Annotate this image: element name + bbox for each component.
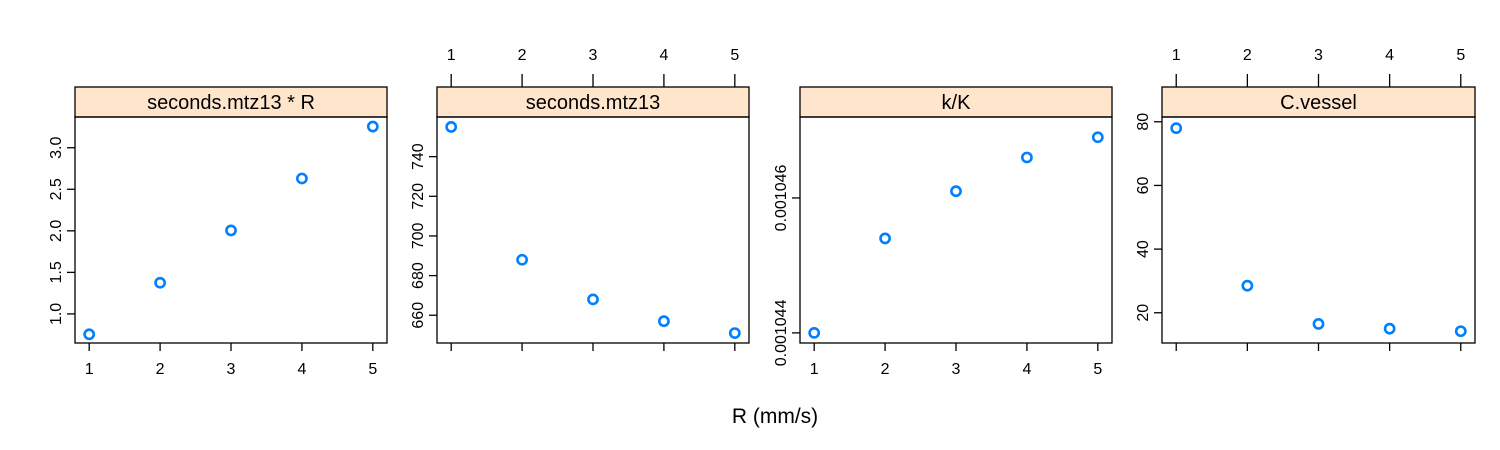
panel-2-x-tick-label: 3 bbox=[589, 47, 598, 64]
panel-2-x-tick-label: 5 bbox=[730, 47, 739, 64]
panel-1-x-tick-label: 4 bbox=[297, 361, 306, 378]
panel-4-y-tick-label: 80 bbox=[1135, 113, 1152, 131]
panel-2-y-tick-label: 740 bbox=[410, 143, 427, 170]
panel-3-data-point bbox=[879, 232, 891, 245]
panel-3-data-point bbox=[808, 326, 821, 339]
panel-3-frame bbox=[799, 116, 1113, 344]
panel-2-title: seconds.mtz13 bbox=[526, 92, 661, 114]
panel-2-y-tick-label: 660 bbox=[410, 302, 427, 329]
panel-3-data-point bbox=[950, 185, 962, 198]
panel-1-title: seconds.mtz13 * R bbox=[147, 92, 315, 114]
panel-1-y-tick-label: 2.0 bbox=[48, 220, 65, 242]
panel-3-data-point bbox=[1021, 151, 1033, 164]
panel-2-data-point bbox=[516, 253, 528, 266]
panel-3-x-tick-label: 2 bbox=[881, 361, 890, 378]
panel-2-y-tick-label: 700 bbox=[410, 223, 427, 250]
panel-1-data-point bbox=[296, 172, 308, 185]
panel-4-data-point bbox=[1170, 122, 1183, 135]
panel-3-x-tick-label: 4 bbox=[1022, 361, 1031, 378]
panel-4-x-tick-label: 4 bbox=[1385, 47, 1394, 64]
panel-1-strip bbox=[74, 86, 388, 118]
panel-2-y-tick-label: 720 bbox=[410, 183, 427, 210]
panel-1-x-tick-label: 3 bbox=[227, 361, 236, 378]
panel-1-y-tick-label: 1.0 bbox=[48, 303, 65, 325]
panel-4-x-tick-label: 2 bbox=[1243, 47, 1252, 64]
panel-2-data-point bbox=[445, 121, 458, 133]
panel-3-y-tick-label: 0.001046 bbox=[773, 164, 790, 231]
panel-1-x-tick-label: 1 bbox=[85, 361, 94, 378]
panel-4-data-point bbox=[1454, 325, 1467, 338]
panel-4-title: C.vessel bbox=[1280, 92, 1357, 114]
panel-2-data-point bbox=[587, 293, 599, 306]
panel-3-x-tick-label: 5 bbox=[1093, 361, 1102, 378]
x-axis-label: R (mm/s) bbox=[732, 405, 818, 428]
panel-1-data-point bbox=[366, 120, 379, 133]
panel-3-data-point bbox=[1091, 131, 1104, 144]
panel-2-frame bbox=[436, 116, 750, 344]
panel-4-y-tick-label: 40 bbox=[1135, 240, 1152, 258]
panel-4-x-tick-label: 1 bbox=[1172, 47, 1181, 64]
panel-4-y-tick-label: 60 bbox=[1135, 176, 1152, 194]
panel-3-x-tick-label: 1 bbox=[810, 361, 819, 378]
panel-2-x-tick-label: 2 bbox=[518, 47, 527, 64]
panel-3-title: k/K bbox=[942, 92, 972, 114]
panel-4-y-tick-label: 20 bbox=[1135, 304, 1152, 322]
panel-1-frame bbox=[74, 116, 388, 344]
panel-3-x-tick-label: 3 bbox=[952, 361, 961, 378]
panel-1-x-tick-label: 2 bbox=[156, 361, 165, 378]
panel-4-x-tick-label: 3 bbox=[1314, 47, 1323, 64]
panel-4-x-tick-label: 5 bbox=[1456, 47, 1465, 64]
panel-4-data-point bbox=[1383, 322, 1396, 335]
panel-2-x-tick-label: 1 bbox=[447, 47, 456, 64]
panel-1-y-tick-label: 3.0 bbox=[48, 137, 65, 159]
panel-1-data-point bbox=[154, 276, 166, 289]
panel-4-data-point bbox=[1241, 279, 1254, 292]
panel-1-data-point bbox=[83, 328, 96, 341]
panel-3-y-tick-label: 0.001044 bbox=[773, 299, 790, 366]
panel-1-y-tick-label: 1.5 bbox=[48, 261, 65, 283]
panel-4-data-point bbox=[1312, 318, 1325, 330]
panel-4-frame bbox=[1161, 116, 1476, 344]
panel-1-x-tick-label: 5 bbox=[368, 361, 377, 378]
panel-1-data-point bbox=[225, 224, 237, 237]
panel-1-y-tick-label: 2.5 bbox=[48, 178, 65, 200]
panel-4-strip bbox=[1161, 86, 1476, 118]
panel-2-data-point bbox=[658, 315, 670, 328]
panel-2-x-tick-label: 4 bbox=[659, 47, 668, 64]
panel-2-data-point bbox=[728, 327, 741, 339]
panel-2-y-tick-label: 680 bbox=[410, 262, 427, 289]
